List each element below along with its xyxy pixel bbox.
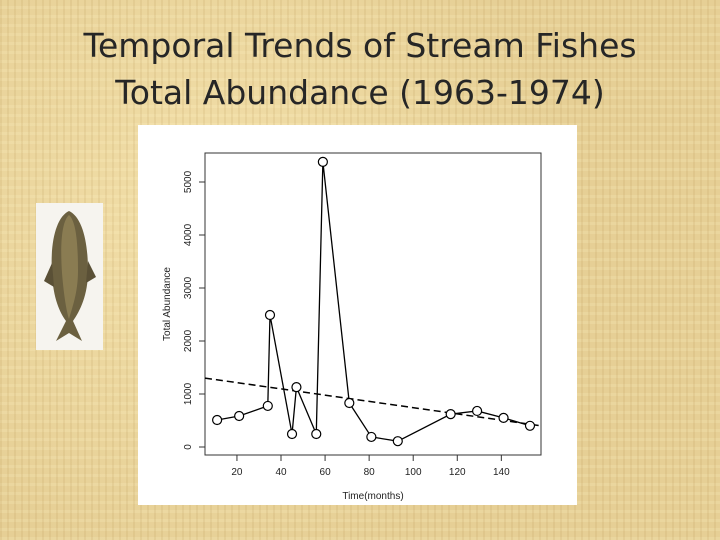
y-tick-label: 2000 <box>183 329 194 352</box>
x-tick-label: 60 <box>320 467 332 478</box>
x-tick-label: 120 <box>449 467 466 478</box>
data-point <box>392 436 403 447</box>
data-point <box>262 400 273 412</box>
data-point <box>445 409 456 420</box>
chart-background <box>138 125 577 505</box>
data-point <box>498 412 509 423</box>
plot-frame <box>204 152 542 456</box>
y-tick-label: 4000 <box>183 223 194 246</box>
y-axis-label: Total Abundance <box>162 267 173 341</box>
slide-title: Temporal Trends of Stream Fishes <box>83 26 637 65</box>
y-tick-label: 0 <box>183 444 194 450</box>
data-point <box>344 397 355 409</box>
data-point <box>311 428 322 440</box>
x-tick-label: 20 <box>231 467 243 478</box>
data-point <box>472 405 483 417</box>
data-point <box>286 428 298 440</box>
data-point <box>212 414 223 426</box>
trend-line <box>204 377 542 427</box>
data-point <box>291 382 302 393</box>
data-point <box>366 431 377 443</box>
slide-title: Total Abundance (1963-1974) <box>115 73 605 112</box>
data-point <box>264 309 276 321</box>
x-tick-label: 80 <box>364 467 376 478</box>
x-tick-label: 140 <box>493 467 510 478</box>
y-tick-label: 3000 <box>183 276 194 299</box>
x-axis-label: Time(months) <box>342 491 403 502</box>
data-point <box>524 420 536 431</box>
data-point <box>234 410 245 422</box>
x-tick-label: 100 <box>405 467 422 478</box>
x-tick-label: 40 <box>275 467 287 478</box>
y-tick-label: 5000 <box>183 170 194 193</box>
data-point <box>317 156 328 167</box>
y-tick-label: 1000 <box>183 382 194 405</box>
fish-image <box>36 203 103 350</box>
